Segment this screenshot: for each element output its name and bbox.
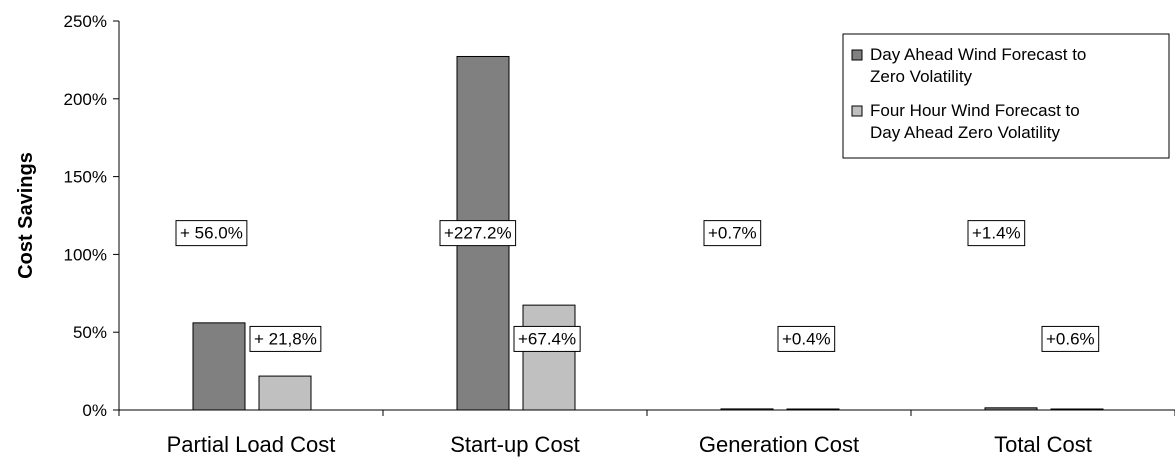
category-label: Start-up Cost xyxy=(450,432,580,457)
data-label: +227.2% xyxy=(444,224,512,243)
y-axis-label: Cost Savings xyxy=(15,152,37,279)
data-label-box xyxy=(1041,325,1100,352)
y-tick-label: 50% xyxy=(73,323,107,342)
legend-swatch xyxy=(851,105,863,117)
data-label: +0.4% xyxy=(782,329,831,348)
data-label: +0.7% xyxy=(708,224,757,243)
data-label-box xyxy=(777,325,836,352)
legend-label: Four Hour Wind Forecast to xyxy=(870,101,1080,120)
bar xyxy=(786,408,840,411)
y-tick-label: 100% xyxy=(64,245,107,264)
data-label: +0.6% xyxy=(1046,329,1095,348)
category-label: Partial Load Cost xyxy=(167,432,336,457)
data-label: + 21,8% xyxy=(254,329,317,348)
data-label-box xyxy=(249,325,322,352)
legend-label: Zero Volatility xyxy=(870,67,973,86)
data-label-box xyxy=(439,220,517,247)
category-label: Generation Cost xyxy=(699,432,859,457)
bar xyxy=(720,408,774,411)
data-label: +67.4% xyxy=(518,329,576,348)
category-label: Total Cost xyxy=(994,432,1092,457)
data-label-box xyxy=(513,325,581,352)
data-label: + 56.0% xyxy=(180,224,243,243)
data-label-box xyxy=(703,220,762,247)
bar xyxy=(984,407,1038,411)
legend-label: Day Ahead Wind Forecast to xyxy=(870,45,1086,64)
bar xyxy=(258,375,312,411)
bar xyxy=(1050,408,1104,411)
data-label-box xyxy=(967,220,1026,247)
y-tick-label: 150% xyxy=(64,168,107,187)
y-tick-label: 250% xyxy=(64,12,107,31)
y-tick-label: 0% xyxy=(82,401,107,420)
bar xyxy=(522,304,576,411)
data-label: +1.4% xyxy=(972,224,1021,243)
bar xyxy=(192,322,246,411)
legend-label: Day Ahead Zero Volatility xyxy=(870,123,1060,142)
data-label-box xyxy=(175,220,248,247)
y-tick-label: 200% xyxy=(64,90,107,109)
legend-box xyxy=(842,33,1170,159)
legend-swatch xyxy=(851,49,863,61)
